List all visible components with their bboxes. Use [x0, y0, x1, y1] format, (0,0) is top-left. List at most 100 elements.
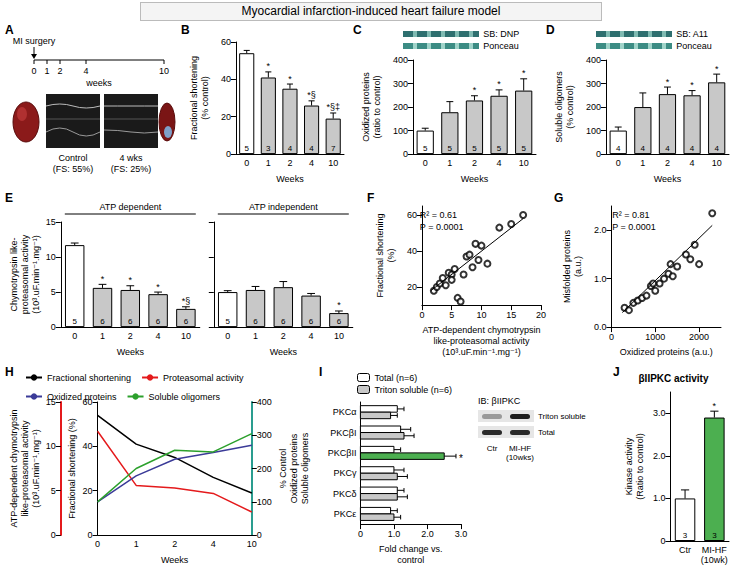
svg-text:PKCε: PKCε [334, 509, 357, 519]
svg-text:4: 4 [690, 158, 695, 168]
svg-text:*: * [459, 453, 463, 464]
svg-text:6: 6 [100, 317, 105, 326]
svg-text:(10wk): (10wk) [701, 555, 728, 565]
svg-text:40: 40 [221, 74, 231, 84]
svg-text:ATP independent: ATP independent [249, 202, 318, 212]
svg-text:1: 1 [640, 158, 645, 168]
svg-text:Triton soluble (n=6): Triton soluble (n=6) [375, 385, 452, 395]
svg-text:0: 0 [95, 539, 100, 549]
svg-text:5: 5 [472, 144, 477, 153]
svg-text:Control: Control [58, 153, 87, 163]
svg-text:10: 10 [712, 158, 722, 168]
svg-text:400: 400 [586, 55, 601, 65]
svg-text:Oxidized proteins (a.u.): Oxidized proteins (a.u.) [620, 347, 713, 357]
svg-text:control: control [397, 555, 424, 565]
svg-text:0: 0 [225, 331, 230, 341]
svg-text:10: 10 [328, 158, 338, 168]
svg-text:4: 4 [288, 144, 293, 153]
svg-text:*: * [129, 275, 133, 285]
svg-text:300: 300 [393, 79, 408, 89]
svg-text:like-proteasomal activity: like-proteasomal activity [20, 420, 30, 517]
svg-text:(Ratio to control): (Ratio to control) [635, 433, 645, 500]
svg-text:0: 0 [226, 149, 231, 159]
svg-text:like-proteasomal activity: like-proteasomal activity [433, 336, 530, 346]
svg-text:MI surgery: MI surgery [13, 36, 56, 46]
svg-text:βIIPKC activity: βIIPKC activity [638, 373, 708, 384]
svg-text:2: 2 [281, 331, 286, 341]
svg-text:6: 6 [128, 317, 133, 326]
svg-text:PKCβII: PKCβII [328, 448, 357, 458]
svg-text:Proteasomal activity: Proteasomal activity [163, 373, 244, 383]
svg-text:6: 6 [309, 317, 314, 326]
svg-text:(a.u.): (a.u.) [573, 256, 583, 277]
svg-text:P = 0.0001: P = 0.0001 [612, 222, 656, 232]
svg-text:Fractional shortening: Fractional shortening [47, 373, 131, 383]
svg-text:20: 20 [221, 112, 231, 122]
svg-text:10: 10 [519, 158, 529, 168]
svg-text:(FS: 55%): (FS: 55%) [53, 164, 94, 174]
svg-text:*§‡: *§‡ [326, 102, 340, 112]
svg-text:5: 5 [51, 287, 56, 297]
svg-text:Misfolded proteins: Misfolded proteins [562, 230, 572, 304]
svg-text:Soluble oligomers: Soluble oligomers [149, 392, 221, 402]
svg-text:10: 10 [334, 331, 344, 341]
svg-text:4: 4 [665, 144, 670, 153]
svg-text:2.0: 2.0 [421, 529, 434, 539]
svg-text:10: 10 [476, 310, 486, 320]
svg-text:0: 0 [51, 530, 56, 540]
svg-text:Weeks: Weeks [276, 174, 304, 184]
svg-text:4 wks: 4 wks [119, 153, 143, 163]
svg-text:400: 400 [257, 397, 272, 407]
svg-text:0: 0 [616, 158, 621, 168]
svg-text:1: 1 [44, 66, 49, 76]
svg-text:0: 0 [244, 158, 249, 168]
svg-text:4: 4 [309, 144, 314, 153]
svg-text:0: 0 [31, 66, 36, 76]
svg-text:3.0: 3.0 [653, 408, 666, 418]
svg-text:(ratio to control): (ratio to control) [372, 76, 382, 139]
svg-text:2000: 2000 [689, 332, 709, 342]
svg-text:*: * [666, 77, 670, 87]
svg-text:5: 5 [244, 144, 249, 153]
svg-text:40: 40 [407, 246, 417, 256]
svg-text:MI-HF: MI-HF [702, 545, 727, 555]
svg-text:3: 3 [266, 144, 271, 153]
svg-text:2: 2 [172, 539, 177, 549]
svg-text:2.0: 2.0 [594, 225, 607, 235]
svg-text:5: 5 [448, 144, 453, 153]
svg-text:5: 5 [423, 144, 428, 153]
svg-text:0: 0 [358, 529, 363, 539]
svg-text:3: 3 [712, 531, 717, 540]
svg-text:Oxidized proteins: Oxidized proteins [47, 392, 117, 402]
svg-text:*: * [715, 64, 719, 74]
svg-text:20: 20 [407, 282, 417, 292]
svg-text:3.0: 3.0 [455, 529, 468, 539]
svg-text:4: 4 [211, 539, 216, 549]
svg-text:0: 0 [88, 530, 93, 540]
svg-text:2: 2 [57, 66, 62, 76]
svg-text:4: 4 [309, 158, 314, 168]
svg-text:5: 5 [521, 144, 526, 153]
svg-text:20: 20 [536, 310, 546, 320]
svg-text:*: * [267, 61, 271, 71]
svg-text:*: * [473, 85, 477, 95]
svg-text:15: 15 [46, 217, 56, 227]
svg-text:4: 4 [309, 331, 314, 341]
svg-text:300: 300 [257, 430, 272, 440]
svg-text:4: 4 [616, 144, 621, 153]
svg-text:4: 4 [497, 158, 502, 168]
svg-text:1: 1 [447, 158, 452, 168]
svg-text:2: 2 [128, 331, 133, 341]
svg-text:1: 1 [266, 158, 271, 168]
svg-text:*: * [690, 80, 694, 90]
svg-text:200: 200 [393, 102, 408, 112]
svg-text:4: 4 [83, 66, 88, 76]
svg-text:(% control): (% control) [565, 85, 575, 129]
svg-text:Soluble oligomers: Soluble oligomers [300, 432, 310, 504]
svg-text:1.0: 1.0 [388, 529, 401, 539]
svg-text:7: 7 [331, 144, 336, 153]
svg-text:Fractional shortening (%): Fractional shortening (%) [67, 418, 77, 519]
svg-text:100: 100 [257, 497, 272, 507]
svg-text:6: 6 [184, 317, 189, 326]
svg-text:15: 15 [506, 310, 516, 320]
